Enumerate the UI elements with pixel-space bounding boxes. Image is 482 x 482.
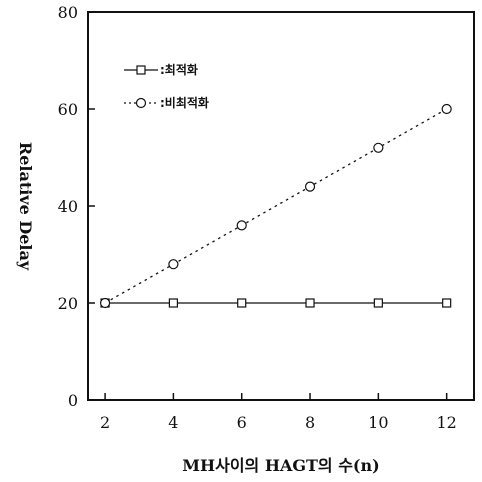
data-point-optimized (442, 298, 452, 308)
data-point-unoptimized (304, 181, 316, 192)
legend: :최적화 :비최적화 (124, 62, 209, 110)
series-line-unoptimized (104, 108, 447, 304)
legend-item-unoptimized: :비최적화 (124, 95, 209, 110)
y-tick-label: 20 (58, 294, 78, 313)
y-tick-label: 40 (58, 197, 78, 216)
legend-item-optimized: :최적화 (124, 62, 198, 77)
legend-label-optimized: :최적화 (160, 62, 198, 77)
y-axis-title: Relative Delay (16, 142, 35, 271)
data-point-optimized (373, 298, 383, 308)
x-axis-ticks: 2 4 6 8 10 12 (100, 393, 457, 432)
y-axis-ticks: 0 20 40 60 80 (58, 3, 95, 410)
data-point-optimized (168, 298, 178, 308)
x-tick-label: 4 (168, 413, 178, 432)
data-point-unoptimized (373, 142, 384, 153)
y-tick-label: 80 (58, 3, 78, 22)
series-layer (99, 103, 452, 309)
circle-marker-icon (135, 97, 147, 109)
x-tick-label: 8 (305, 413, 315, 432)
x-tick-label: 10 (368, 413, 388, 432)
data-point-optimized (305, 298, 315, 308)
data-point-unoptimized (441, 103, 452, 115)
data-point-unoptimized (168, 259, 179, 270)
legend-label-unoptimized: :비최적화 (160, 95, 209, 110)
data-point-optimized (237, 298, 247, 308)
x-tick-label: 6 (237, 413, 247, 432)
x-axis-title: MH사이의 HAGT의 수(n) (182, 456, 379, 475)
x-tick-label: 12 (436, 413, 456, 432)
y-tick-label: 0 (68, 391, 78, 410)
square-marker-icon (136, 65, 146, 75)
y-tick-label: 60 (58, 100, 78, 119)
data-point-unoptimized (236, 220, 247, 231)
x-tick-label: 2 (100, 413, 110, 432)
data-point-unoptimized (99, 297, 111, 309)
